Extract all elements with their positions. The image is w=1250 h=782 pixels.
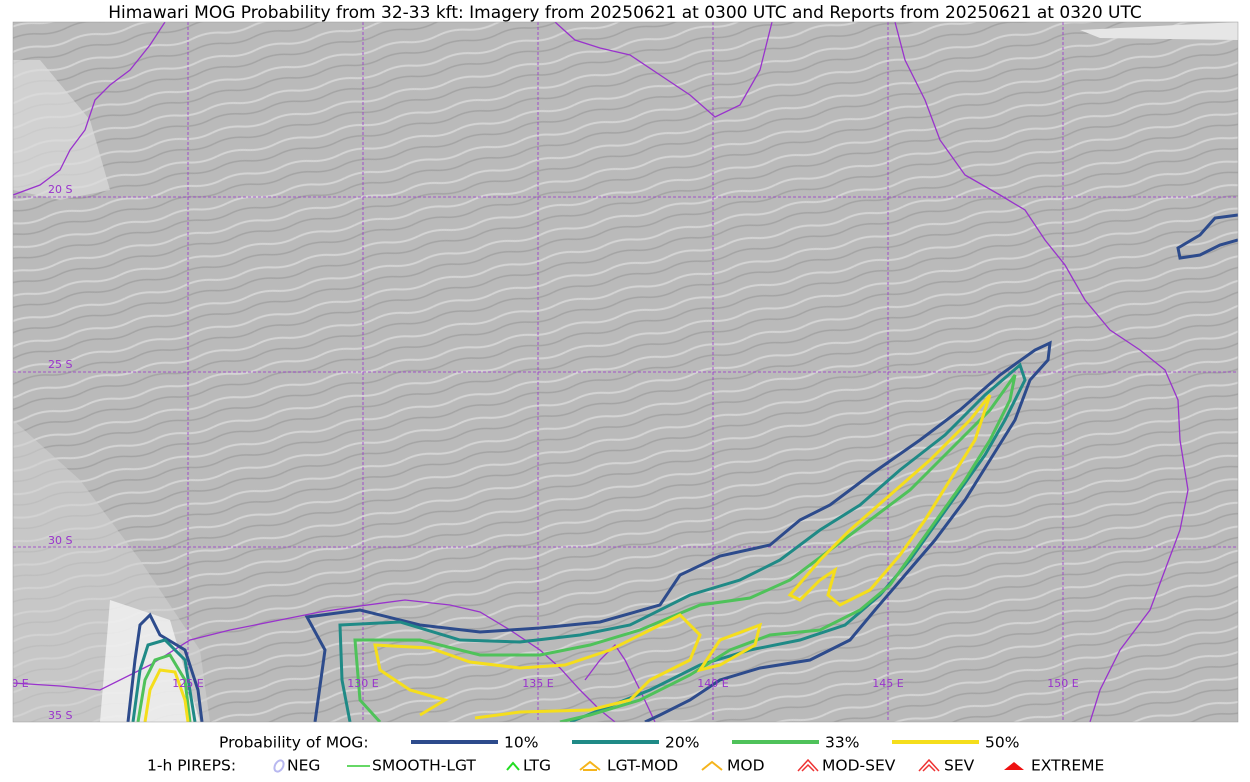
contour-50 bbox=[696, 622, 763, 673]
contour-50 bbox=[787, 394, 992, 607]
legend-item: 50% bbox=[985, 734, 1019, 752]
contour-20 bbox=[131, 638, 197, 722]
legend-item: SEV bbox=[944, 757, 975, 775]
legend-item: NEG bbox=[287, 757, 320, 775]
cloud bbox=[13, 60, 110, 200]
legend-icon bbox=[701, 760, 723, 771]
legend-icon bbox=[918, 758, 940, 772]
lat-label: 35 S bbox=[48, 709, 72, 722]
contour-10 bbox=[304, 340, 1052, 722]
legend-item: LTG bbox=[523, 757, 551, 775]
map: 20 S 25 S 30 S 35 S 120 E 125 E 130 E 13… bbox=[0, 22, 1238, 722]
lon-label: 135 E bbox=[522, 677, 553, 690]
coastline bbox=[13, 22, 166, 196]
legend-icon bbox=[506, 761, 520, 771]
lon-label: 120 E bbox=[0, 677, 29, 690]
lon-label: 145 E bbox=[872, 677, 903, 690]
grid bbox=[13, 22, 1238, 722]
cloud bbox=[100, 600, 200, 722]
map-frame bbox=[12, 21, 1239, 723]
legend-item: 20% bbox=[665, 734, 699, 752]
legend-item: MOD bbox=[727, 757, 765, 775]
lon-label: 140 E bbox=[697, 677, 728, 690]
legend-probability: Probability of MOG: 10% 20% 33% 50% bbox=[219, 734, 1019, 752]
cloud bbox=[1080, 22, 1238, 40]
contour-20 bbox=[338, 362, 1027, 722]
legend-item: EXTREME bbox=[1031, 757, 1104, 775]
legend-item: MOD-SEV bbox=[822, 757, 896, 775]
contour-10 bbox=[1176, 213, 1238, 260]
legend-item: 10% bbox=[504, 734, 538, 752]
contour-33 bbox=[136, 653, 192, 722]
contour-50 bbox=[143, 668, 190, 722]
contour-10 bbox=[126, 612, 204, 722]
legend-icon bbox=[797, 758, 819, 772]
lon-label: 150 E bbox=[1047, 677, 1078, 690]
lat-label: 25 S bbox=[48, 358, 72, 371]
legend-icon bbox=[1004, 762, 1024, 770]
lon-label: 125 E bbox=[172, 677, 203, 690]
coastline bbox=[554, 22, 773, 118]
legend-label: 1-h PIREPS: bbox=[147, 757, 236, 775]
mog-contours bbox=[126, 213, 1238, 722]
coastline bbox=[584, 643, 656, 722]
lon-label: 130 E bbox=[347, 677, 378, 690]
lat-label: 20 S bbox=[48, 183, 72, 196]
title: Himawari MOG Probability from 32-33 kft:… bbox=[108, 3, 1142, 23]
legend-item: SMOOTH-LGT bbox=[372, 757, 476, 775]
legend-icon bbox=[579, 760, 601, 771]
grid-labels: 20 S 25 S 30 S 35 S 120 E 125 E 130 E 13… bbox=[0, 183, 1079, 722]
legend-item: 33% bbox=[825, 734, 859, 752]
contour-33 bbox=[353, 374, 1017, 722]
legend-icon bbox=[273, 759, 285, 773]
legend-pireps: 1-h PIREPS: NEG SMOOTH-LGT LTG LGT-MOD M… bbox=[147, 757, 1104, 775]
contour-50 bbox=[373, 613, 702, 720]
coastline bbox=[894, 22, 1189, 722]
legend-item: LGT-MOD bbox=[607, 757, 678, 775]
legend-label: Probability of MOG: bbox=[219, 734, 369, 752]
lat-label: 30 S bbox=[48, 534, 72, 547]
